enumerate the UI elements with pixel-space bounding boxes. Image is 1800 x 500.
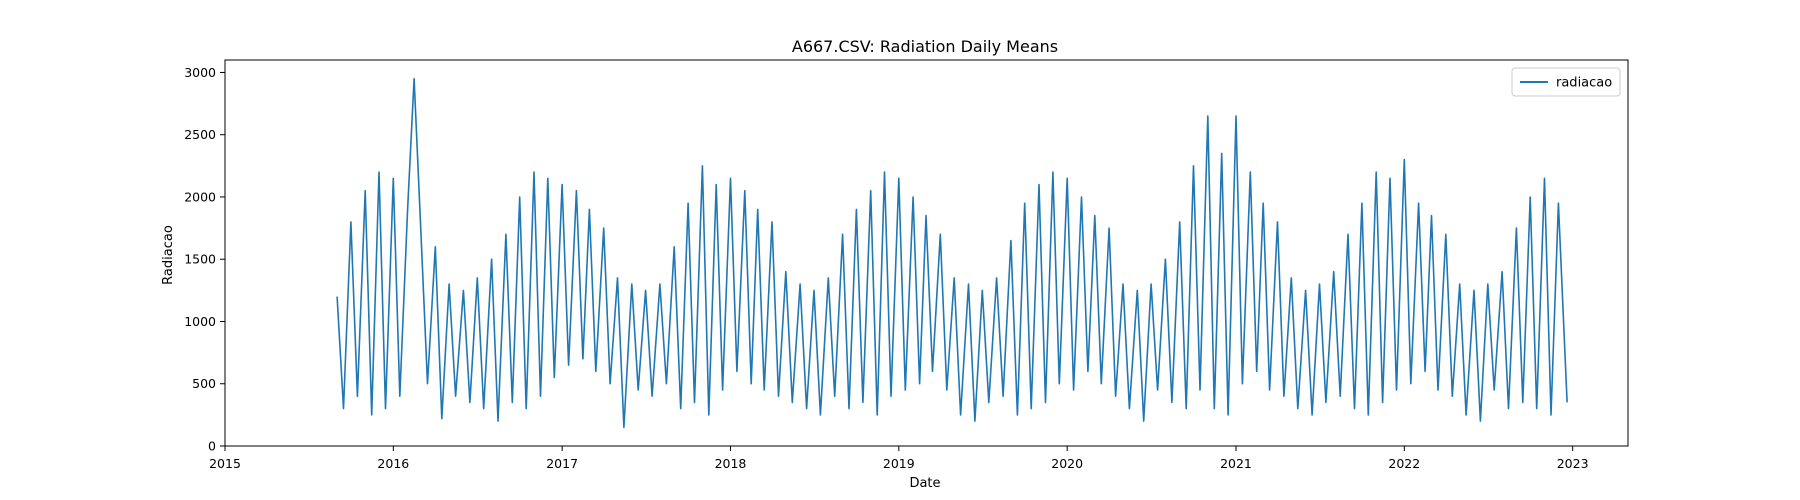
y-tick-label: 2500 (184, 127, 216, 142)
legend: radiacao (1511, 67, 1621, 97)
x-tick-label: 2022 (1388, 456, 1420, 471)
y-tick-label: 0 (208, 439, 216, 454)
y-tick-label: 1000 (184, 314, 216, 329)
legend-entry-label: radiacao (1556, 76, 1612, 91)
y-tick-label: 500 (192, 376, 216, 391)
x-tick-label: 2017 (546, 456, 578, 471)
x-axis-label: Date (909, 476, 940, 491)
y-axis-label: Radiacao (161, 225, 176, 285)
x-axis: 2015 2016 2017 2018 2019 2020 2021 2022 2023 (209, 446, 1589, 471)
plot-frame (224, 59, 1629, 447)
x-tick-label: 2019 (883, 456, 915, 471)
y-tick-label: 1500 (184, 252, 216, 267)
x-tick-label: 2018 (715, 456, 747, 471)
y-tick-label: 2000 (184, 189, 216, 204)
x-tick-label: 2016 (377, 456, 409, 471)
series-line-radiacao (336, 77, 1568, 429)
x-tick-label: 2021 (1220, 456, 1252, 471)
x-tick-label: 2015 (209, 456, 241, 471)
x-tick-label: 2020 (1051, 456, 1083, 471)
chart-title: A667.CSV: Radiation Daily Means (792, 37, 1058, 56)
plot-area (224, 59, 1629, 447)
x-tick-label: 2023 (1557, 456, 1589, 471)
y-axis: 0 500 1000 1500 2000 2500 3000 (184, 65, 225, 454)
legend-box (1511, 67, 1621, 97)
y-tick-label: 3000 (184, 65, 216, 80)
